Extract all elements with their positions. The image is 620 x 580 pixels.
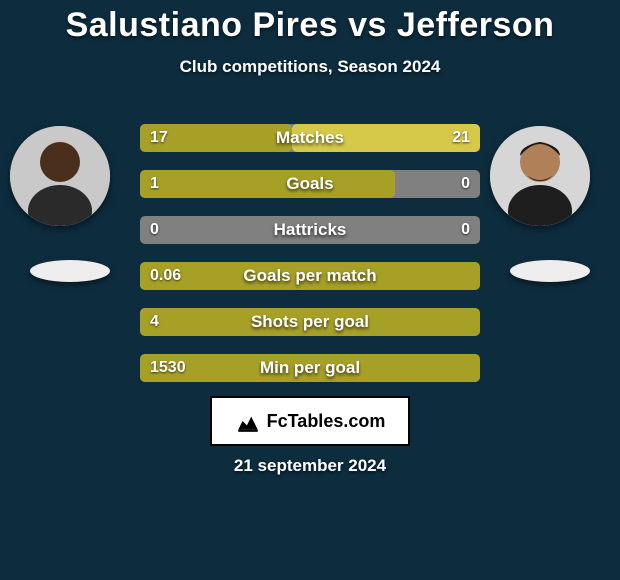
stat-row: 00Hattricks — [140, 216, 480, 244]
stat-metric-label: Hattricks — [140, 216, 480, 244]
brand-text: FcTables.com — [267, 411, 386, 432]
player-left-avatar — [10, 126, 110, 226]
stat-metric-label: Min per goal — [140, 354, 480, 382]
player-right-flag — [510, 260, 590, 282]
player-left-flag — [30, 260, 110, 282]
snapshot-date: 21 september 2024 — [0, 456, 620, 476]
stat-row: 10Goals — [140, 170, 480, 198]
stat-metric-label: Shots per goal — [140, 308, 480, 336]
stat-row: 1530Min per goal — [140, 354, 480, 382]
player-right-avatar — [490, 126, 590, 226]
brand-badge: FcTables.com — [210, 396, 410, 446]
comparison-title: Salustiano Pires vs Jefferson — [0, 0, 620, 45]
stat-metric-label: Matches — [140, 124, 480, 152]
stat-metric-label: Goals per match — [140, 262, 480, 290]
stats-bars: 1721Matches 10Goals 00Hattricks 0.06Goals p… — [140, 124, 480, 400]
stat-row: 1721Matches — [140, 124, 480, 152]
stat-metric-label: Goals — [140, 170, 480, 198]
stat-row: 4Shots per goal — [140, 308, 480, 336]
comparison-subtitle: Club competitions, Season 2024 — [0, 57, 620, 77]
stat-row: 0.06Goals per match — [140, 262, 480, 290]
brand-icon — [235, 408, 261, 434]
